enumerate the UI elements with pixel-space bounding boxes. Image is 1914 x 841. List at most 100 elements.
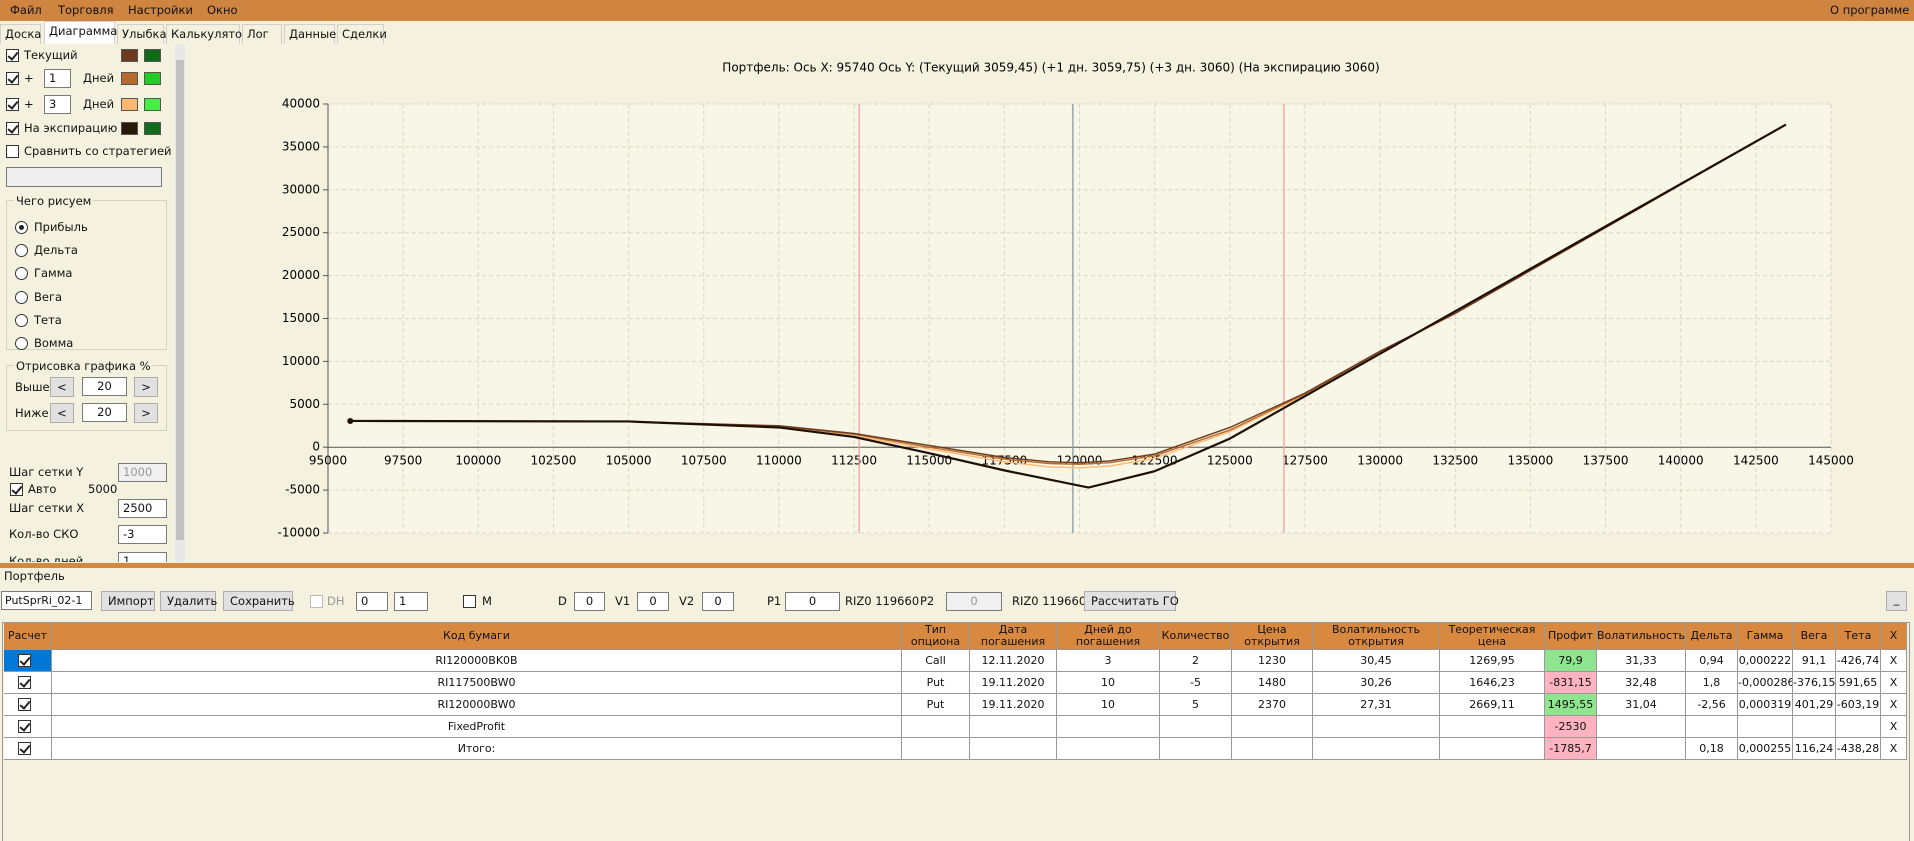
color-swatch[interactable] (144, 98, 161, 111)
input[interactable]: 0 (574, 592, 605, 611)
cell[interactable]: X (1881, 650, 1907, 672)
cell (1440, 716, 1545, 738)
button[interactable]: Рассчитать ГО (1084, 591, 1179, 611)
strategy-select[interactable] (6, 167, 162, 187)
tab[interactable]: Сделки (337, 24, 387, 44)
button[interactable]: _ (1886, 591, 1907, 611)
cell (1836, 716, 1881, 738)
label: M (482, 594, 492, 608)
checkbox[interactable] (463, 595, 476, 608)
checkbox[interactable] (18, 742, 31, 755)
input[interactable]: 0 (785, 592, 840, 611)
checkbox[interactable] (18, 698, 31, 711)
checkbox[interactable] (6, 145, 19, 158)
button[interactable]: < (50, 377, 74, 397)
input[interactable]: 2500 (118, 499, 167, 518)
label: + (24, 71, 34, 85)
checkbox[interactable] (6, 49, 19, 62)
scroll-thumb[interactable] (176, 60, 184, 540)
cell (4, 716, 52, 738)
button[interactable]: Сохранить (223, 591, 295, 611)
tab[interactable]: Улыбка (117, 24, 167, 44)
y-tick-label: 10000 (282, 354, 320, 368)
color-swatch[interactable] (144, 49, 161, 62)
tab[interactable]: Данные (284, 24, 336, 44)
input[interactable]: 3 (44, 95, 71, 114)
cell[interactable]: X (1881, 738, 1907, 760)
scrollbar[interactable] (175, 44, 185, 562)
input[interactable]: 0 (946, 592, 1002, 611)
cell (1160, 738, 1232, 760)
input[interactable]: 20 (82, 377, 127, 396)
button[interactable]: > (134, 403, 158, 423)
input[interactable]: 0 (637, 592, 669, 611)
radio[interactable] (15, 244, 28, 258)
cell (1313, 716, 1440, 738)
spinner[interactable]: 1 (394, 592, 428, 611)
cell: 19.11.2020 (970, 672, 1057, 694)
cell: 91,1 (1793, 650, 1836, 672)
color-swatch[interactable] (121, 98, 138, 111)
cell: 0,000255 (1738, 738, 1793, 760)
input[interactable]: -3 (118, 525, 167, 544)
color-swatch[interactable] (121, 72, 138, 85)
cell: FixedProfit (52, 716, 902, 738)
menu-item[interactable]: Торговля (58, 3, 114, 17)
input[interactable]: 1 (118, 552, 167, 562)
button[interactable]: < (50, 403, 74, 423)
button[interactable]: > (134, 377, 158, 397)
color-swatch[interactable] (144, 72, 161, 85)
tab[interactable]: Доска (0, 24, 41, 44)
y-tick-label: 35000 (282, 139, 320, 153)
label: Выше (15, 380, 50, 394)
menu-bar: Файл Торговля Настройки Окно О программе (0, 0, 1914, 21)
color-swatch[interactable] (121, 49, 138, 62)
checkbox[interactable] (6, 122, 19, 135)
checkbox[interactable] (18, 720, 31, 733)
input[interactable]: 20 (82, 403, 127, 422)
menu-item[interactable]: Окно (207, 3, 238, 17)
checkbox[interactable] (6, 98, 19, 111)
checkbox[interactable] (6, 72, 19, 85)
menu-item[interactable]: Настройки (128, 3, 193, 17)
cell: 0,000319 (1738, 694, 1793, 716)
cell: 30,26 (1313, 672, 1440, 694)
button[interactable]: Удалить (160, 591, 217, 611)
menu-item[interactable]: Файл (10, 3, 42, 17)
radio[interactable] (15, 313, 28, 327)
button[interactable]: Импорт (101, 591, 155, 611)
tab[interactable]: Калькулятор (166, 24, 249, 44)
splitter[interactable] (0, 563, 1914, 568)
checkbox[interactable] (10, 483, 23, 496)
radio[interactable] (15, 221, 28, 234)
cell: 31,04 (1597, 694, 1686, 716)
input[interactable]: 0 (702, 592, 734, 611)
tab[interactable]: Диаграмма (44, 21, 117, 44)
checkbox[interactable] (310, 595, 323, 608)
cell[interactable]: X (1881, 694, 1907, 716)
cell: 1646,23 (1440, 672, 1545, 694)
portfolio-select[interactable]: PutSprRi_02-1 (1, 591, 92, 610)
cell (1597, 738, 1686, 760)
color-swatch[interactable] (121, 122, 138, 135)
cell: 32,48 (1597, 672, 1686, 694)
color-swatch[interactable] (144, 122, 161, 135)
radio[interactable] (15, 290, 28, 304)
radio[interactable] (15, 337, 28, 350)
input[interactable]: 1000 (118, 463, 167, 482)
cell[interactable]: X (1881, 672, 1907, 694)
cell: 1480 (1232, 672, 1313, 694)
cell[interactable]: X (1881, 716, 1907, 738)
column-header: Профит (1545, 623, 1597, 650)
cell: 27,31 (1313, 694, 1440, 716)
input[interactable]: 1 (44, 69, 71, 88)
left-panel: Текущий + 1 Дней + 3 Дней На экспирацию … (0, 44, 185, 562)
menu-item[interactable]: О программе (1830, 3, 1910, 17)
spinner[interactable]: 0 (356, 592, 388, 611)
checkbox[interactable] (18, 654, 31, 667)
radio[interactable] (15, 267, 28, 281)
cell: 2370 (1232, 694, 1313, 716)
tab[interactable]: Лог (242, 24, 282, 44)
checkbox[interactable] (18, 676, 31, 689)
